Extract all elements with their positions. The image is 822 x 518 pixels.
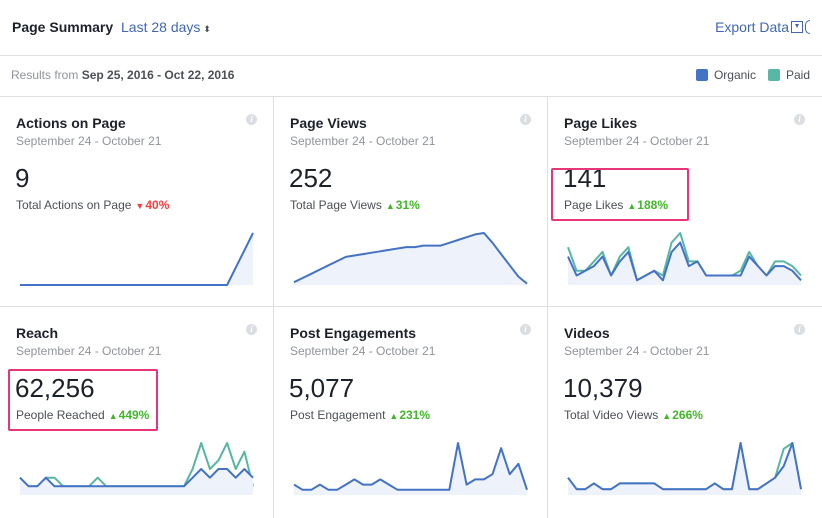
highlight-box (551, 168, 689, 221)
card-page-likes: Page Likes September 24 - October 21 i 1… (548, 97, 821, 307)
info-icon[interactable]: i (794, 114, 805, 125)
paid-series-line (567, 442, 802, 491)
card-date-range: September 24 - October 21 (290, 344, 436, 358)
date-range-dropdown[interactable]: Last 28 days ⬍ (121, 19, 211, 35)
sparkline-chart (19, 442, 254, 495)
organic-series-area (568, 242, 801, 285)
card-date-range: September 24 - October 21 (16, 134, 162, 148)
legend-paid-label: Paid (785, 68, 810, 82)
info-icon[interactable]: i (520, 324, 531, 335)
card-date-range: September 24 - October 21 (564, 134, 710, 148)
legend-organic-swatch (695, 69, 708, 81)
organic-series-area (20, 469, 253, 495)
organic-series-area (568, 443, 801, 495)
card-videos: Videos September 24 - October 21 i 10,37… (548, 307, 821, 517)
card-value: 9 (15, 163, 30, 193)
change-indicator: ▲231% (389, 408, 431, 422)
legend-paid: Paid (767, 68, 810, 82)
change-indicator: ▲266% (662, 408, 703, 422)
info-icon[interactable]: i (794, 324, 805, 335)
card-title: Reach (16, 325, 59, 341)
card-title: Videos (564, 325, 610, 341)
card-metric-label: Total Page Views ▲31% (290, 198, 420, 212)
legend-organic: Organic (695, 68, 756, 82)
sparkline-chart (20, 232, 254, 286)
organic-series-line (20, 232, 254, 286)
card-value: 62,256 (15, 373, 95, 403)
card-title: Actions on Page (16, 115, 126, 131)
organic-series-area (20, 233, 253, 285)
change-indicator: ▼40% (135, 198, 170, 212)
download-icon (791, 21, 803, 33)
chart-legend: Organic Paid (684, 68, 810, 82)
card-page-views: Page Views September 24 - October 21 i 2… (274, 97, 547, 307)
card-date-range: September 24 - October 21 (290, 134, 436, 148)
sparkline-chart (293, 232, 528, 285)
organic-series-line (567, 442, 802, 491)
arrow-up-icon: ▲ (627, 201, 637, 211)
export-data-label: Export Data (715, 19, 789, 35)
legend-paid-swatch (767, 69, 780, 81)
card-date-range: September 24 - October 21 (564, 344, 710, 358)
card-value: 10,379 (563, 373, 643, 403)
sparkline-chart (567, 442, 802, 495)
grid-divider-vertical (273, 97, 274, 518)
results-bar: Results from Sep 25, 2016 - Oct 22, 2016… (0, 56, 822, 97)
card-metric-label: Post Engagement ▲231% (290, 408, 431, 422)
organic-series-line (293, 442, 528, 491)
arrow-up-icon: ▲ (108, 411, 118, 421)
card-title: Page Views (290, 115, 367, 131)
card-post-engagements: Post Engagements September 24 - October … (274, 307, 547, 517)
more-icon (805, 20, 810, 34)
card-metric-label: Total Video Views ▲266% (564, 408, 703, 422)
card-date-range: September 24 - October 21 (16, 344, 162, 358)
sparkline-chart (567, 232, 802, 285)
grid-divider-horizontal (0, 306, 822, 307)
grid-divider-vertical (547, 97, 548, 518)
organic-series-area (294, 233, 527, 285)
sort-arrows-icon: ⬍ (203, 24, 211, 34)
info-icon[interactable]: i (520, 114, 531, 125)
organic-series-line (19, 468, 254, 488)
card-title: Post Engagements (290, 325, 417, 341)
date-range-label: Last 28 days (121, 19, 201, 35)
arrow-up-icon: ▲ (385, 201, 395, 211)
card-metric-label: Total Actions on Page ▼40% (16, 198, 170, 212)
results-range-dates: Sep 25, 2016 - Oct 22, 2016 (81, 68, 235, 82)
change-indicator: ▲449% (108, 408, 150, 422)
arrow-up-icon: ▲ (389, 411, 399, 421)
card-title: Page Likes (564, 115, 638, 131)
organic-series-line (567, 241, 802, 282)
page-header: Page Summary Last 28 days ⬍ Export Data (0, 0, 822, 56)
highlight-box (8, 369, 158, 431)
legend-organic-label: Organic (713, 68, 756, 82)
change-indicator: ▲31% (385, 198, 420, 212)
organic-series-line (293, 232, 528, 285)
arrow-down-icon: ▼ (135, 201, 145, 211)
info-icon[interactable]: i (246, 114, 257, 125)
export-data-button[interactable]: Export Data (715, 19, 810, 35)
page-summary-title: Page Summary (12, 19, 114, 35)
info-icon[interactable]: i (246, 324, 257, 335)
card-value: 252 (289, 163, 333, 193)
change-indicator: ▲188% (627, 198, 668, 212)
card-metric-label: Page Likes ▲188% (564, 198, 668, 212)
card-metric-label: People Reached ▲449% (16, 408, 150, 422)
card-actions-on-page: Actions on Page September 24 - October 2… (0, 97, 273, 307)
card-reach: Reach September 24 - October 21 i 62,256… (0, 307, 273, 517)
arrow-up-icon: ▲ (662, 411, 672, 421)
card-value: 5,077 (289, 373, 355, 403)
sparkline-chart (293, 442, 528, 495)
results-range-text: Results from Sep 25, 2016 - Oct 22, 2016 (11, 68, 235, 82)
organic-series-area (294, 443, 527, 495)
